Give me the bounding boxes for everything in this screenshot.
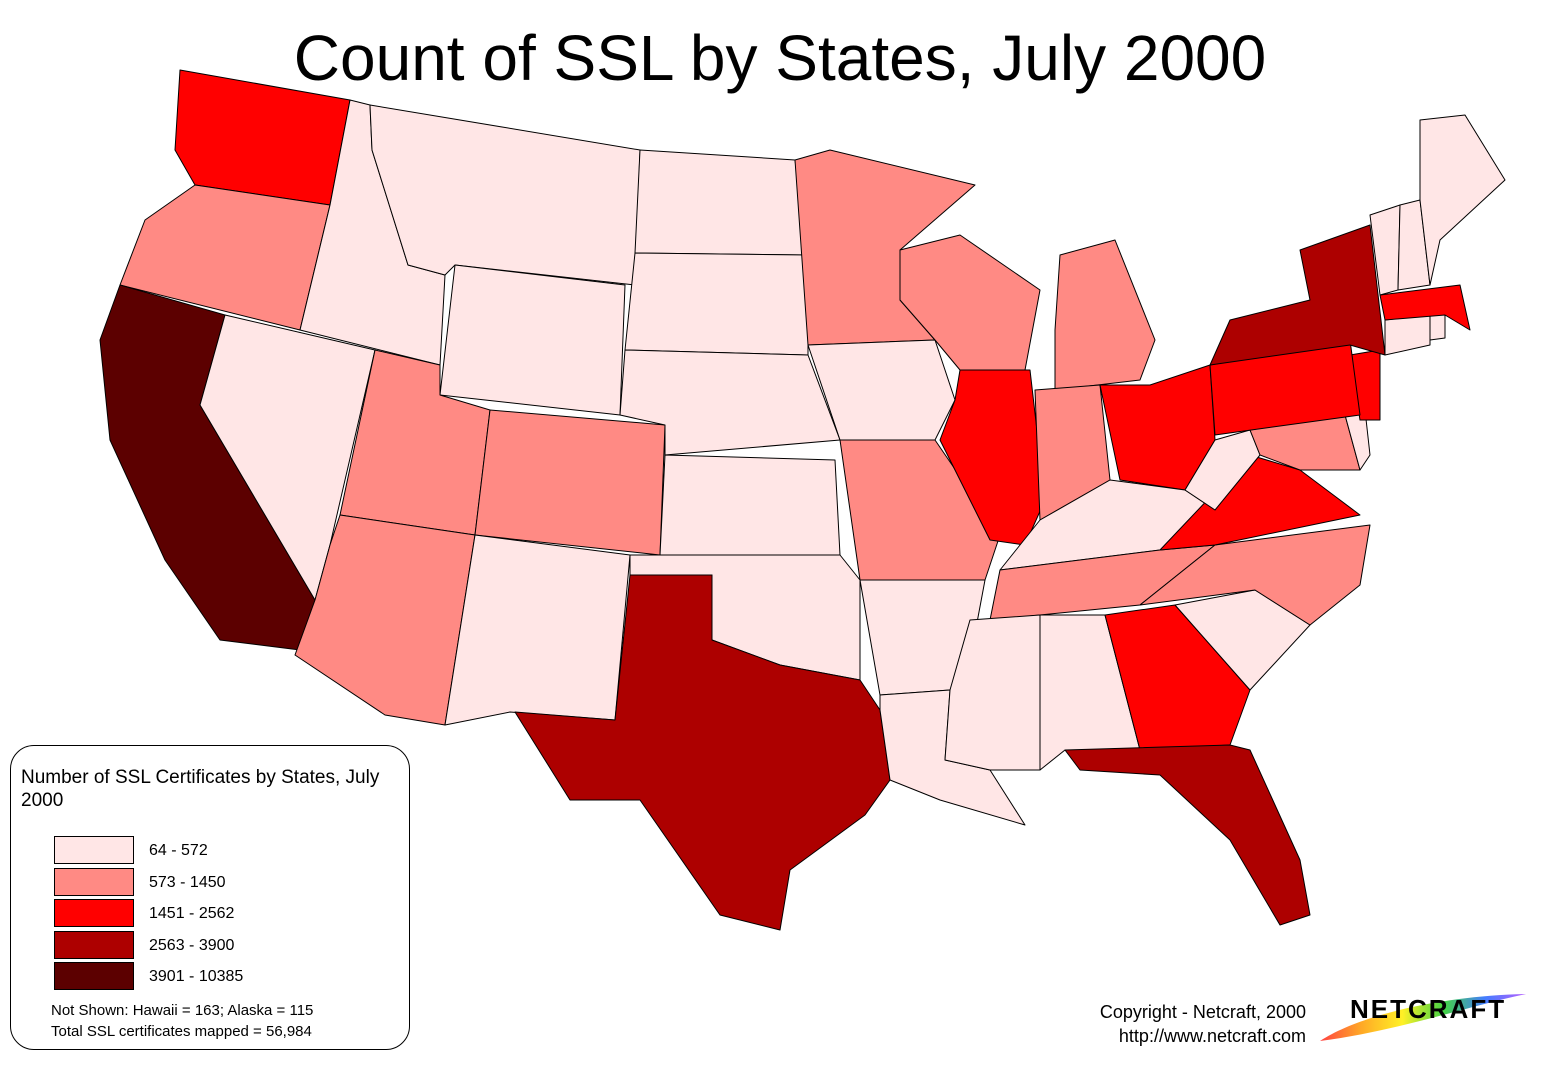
netcraft-logo-text: NETCRAFT — [1350, 994, 1507, 1024]
state-fl — [1064, 744, 1311, 926]
state-tx — [514, 574, 891, 931]
legend: Number of SSL Certificates by States, Ju… — [10, 745, 410, 1050]
total-note: Total SSL certificates mapped = 56,984 — [51, 1023, 312, 1040]
state-ri — [1429, 314, 1446, 341]
netcraft-logo-swoosh — [1320, 994, 1526, 1041]
legend-swatch — [54, 930, 134, 959]
state-mi — [1054, 239, 1156, 391]
not-shown-note: Not Shown: Hawaii = 163; Alaska = 115 — [51, 1002, 314, 1019]
state-ny — [1209, 224, 1386, 366]
state-or — [119, 184, 331, 331]
legend-swatch — [54, 899, 134, 927]
state-ct — [1384, 314, 1431, 356]
legend-range: 64 - 572 — [149, 842, 208, 859]
state-mo — [839, 439, 1001, 581]
legend-swatch — [54, 867, 134, 896]
state-co — [474, 409, 666, 556]
state-me — [1419, 114, 1506, 286]
legend-range: 573 - 1450 — [149, 873, 226, 891]
state-ga — [1104, 604, 1251, 751]
legend-range: 1451 - 2562 — [149, 905, 235, 922]
state-ma — [1379, 284, 1471, 331]
legend-title: Number of SSL Certificates by States, Ju… — [21, 767, 380, 811]
state-ia — [807, 339, 956, 441]
legend-swatch — [54, 962, 134, 990]
state-wy — [439, 264, 626, 416]
copyright-line: Copyright - Netcraft, 2000 — [1099, 1002, 1306, 1022]
state-mt — [369, 104, 641, 286]
state-sd — [624, 252, 809, 356]
state-nd — [634, 149, 809, 256]
state-ks — [659, 454, 841, 556]
legend-range: 2563 - 3900 — [149, 936, 235, 954]
state-nm — [444, 534, 631, 726]
netcraft-url: http://www.netcraft.com — [1118, 1026, 1306, 1046]
legend-swatch — [54, 836, 134, 864]
legend-range: 3901 - 10385 — [149, 968, 244, 985]
state-il — [939, 369, 1046, 546]
map-title: Count of SSL by States, July 2000 — [293, 22, 1267, 94]
copyright: Copyright - Netcraft, 2000 http://www.ne… — [1100, 1000, 1306, 1048]
